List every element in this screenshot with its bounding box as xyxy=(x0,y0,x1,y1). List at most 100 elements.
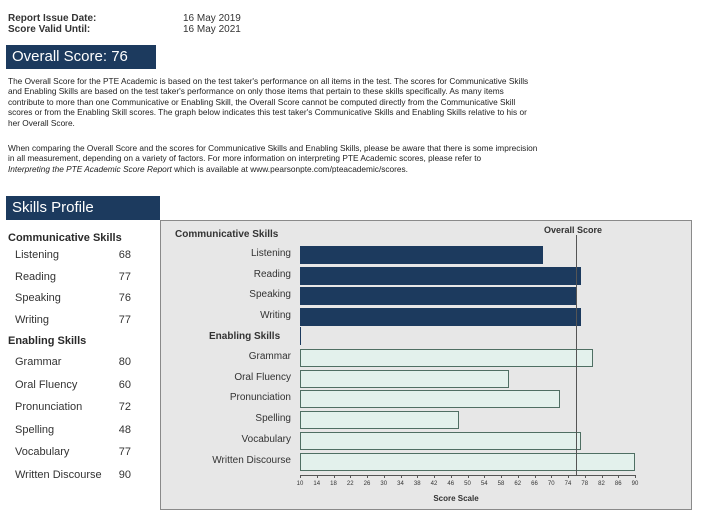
axis-tick-label: 82 xyxy=(598,481,605,487)
communicative-bar xyxy=(300,287,577,306)
enabling-bar xyxy=(300,431,581,450)
axis-tick-mark xyxy=(484,475,486,478)
overall-score-marker-label: Overall Score xyxy=(544,225,603,235)
communicative-bar-label: Writing xyxy=(260,310,291,322)
axis-tick-mark xyxy=(450,475,452,478)
communicative-bar xyxy=(300,266,581,285)
comparison-note-line: Interpreting the PTE Academic Score Repo… xyxy=(8,164,648,174)
chart-communicative-heading: Communicative Skills xyxy=(175,229,279,240)
enabling-bar xyxy=(300,452,635,471)
score-report-guide-url: which is available at www.pearsonpte.com… xyxy=(171,163,408,174)
communicative-skills-heading: Communicative Skills xyxy=(8,232,122,244)
enabling-skills-heading: Enabling Skills xyxy=(8,335,87,347)
enabling-skills-divider xyxy=(300,327,301,345)
axis-tick-label: 42 xyxy=(430,481,438,487)
enabling-bar xyxy=(300,349,594,367)
axis-tick-label: 30 xyxy=(380,481,388,487)
enabling-skill-score: 80 xyxy=(118,356,131,368)
enabling-skill-score: 48 xyxy=(118,423,131,436)
enabling-skill-name: Written Discourse xyxy=(15,468,102,481)
axis-tick-label: 54 xyxy=(480,481,488,487)
axis-tick-mark xyxy=(635,475,636,478)
communicative-bar-label: Listening xyxy=(250,248,291,259)
enabling-bar xyxy=(300,390,560,409)
axis-tick-label: 46 xyxy=(447,481,455,487)
axis-tick-mark xyxy=(400,475,402,478)
enabling-skill-score: 90 xyxy=(118,468,131,481)
axis-tick-mark xyxy=(568,475,569,478)
issue-date-label: Report Issue Date: xyxy=(8,13,97,24)
comparison-note-line: When comparing the Overall Score and the… xyxy=(8,143,538,153)
axis-tick-label: 74 xyxy=(564,481,572,487)
chart-enabling-heading: Enabling Skills xyxy=(209,331,281,342)
axis-tick-mark xyxy=(350,475,352,478)
enabling-skill-score: 72 xyxy=(118,401,131,413)
axis-tick-mark xyxy=(333,475,335,478)
axis-tick-label: 62 xyxy=(514,481,522,487)
axis-tick-label: 10 xyxy=(296,481,304,487)
communicative-bar xyxy=(300,246,543,264)
axis-tick-mark xyxy=(601,475,603,478)
axis-tick-mark xyxy=(551,475,553,478)
axis-tick-label: 86 xyxy=(614,481,622,487)
valid-until-value: 16 May 2021 xyxy=(183,24,241,35)
axis-tick-label: 90 xyxy=(631,481,639,487)
comparison-note: When comparing the Overall Score and the… xyxy=(8,143,648,174)
communicative-bar xyxy=(300,308,581,327)
communicative-skill-name: Reading xyxy=(15,270,56,283)
communicative-bar-label: Reading xyxy=(253,268,291,280)
axis-tick-label: 18 xyxy=(330,481,337,487)
axis-tick-label: 70 xyxy=(547,481,555,487)
communicative-skill-name: Listening xyxy=(15,249,60,261)
axis-tick-mark xyxy=(417,475,419,478)
axis-tick-label: 50 xyxy=(464,481,471,487)
overall-score-banner: Overall Score: 76 xyxy=(6,45,156,69)
enabling-bar-label: Pronunciation xyxy=(229,392,291,404)
communicative-skill-score: 68 xyxy=(118,249,131,261)
axis-tick-mark xyxy=(618,475,620,478)
communicative-skill-name: Speaking xyxy=(15,292,61,304)
enabling-bar-label: Grammar xyxy=(248,351,291,362)
enabling-bar xyxy=(300,369,510,388)
axis-tick-label: 38 xyxy=(413,481,421,487)
overall-description-line: scores or from the Enabling Skill scores… xyxy=(8,107,527,118)
overall-description-line: The Overall Score for the PTE Academic i… xyxy=(8,76,529,86)
enabling-skill-score: 77 xyxy=(118,446,131,458)
overall-description-line: her Overall Score. xyxy=(8,117,75,128)
axis-tick-mark xyxy=(467,475,469,478)
axis-tick-label: 58 xyxy=(497,481,505,487)
overall-description-line: contribute to more than one Communicativ… xyxy=(8,96,516,107)
score-report-guide-title: Interpreting the PTE Academic Score Repo… xyxy=(8,163,172,174)
overall-description-line: and Enabling Skills are based on the tes… xyxy=(8,86,504,97)
axis-tick-label: 26 xyxy=(363,481,371,487)
axis-tick-mark xyxy=(316,475,318,478)
enabling-skill-name: Vocabulary xyxy=(15,446,70,458)
enabling-skill-score: 60 xyxy=(118,378,131,391)
axis-tick-label: 34 xyxy=(397,481,404,487)
enabling-skill-name: Pronunciation xyxy=(15,401,83,413)
overall-score-line xyxy=(576,235,578,475)
enabling-bar-label: Vocabulary xyxy=(241,433,291,445)
axis-tick-label: 22 xyxy=(346,481,354,487)
valid-until-label: Score Valid Until: xyxy=(8,24,91,35)
axis-tick-mark xyxy=(534,475,536,478)
score-scale-label: Score Scale xyxy=(433,494,479,503)
enabling-bar xyxy=(300,411,460,430)
communicative-skill-score: 77 xyxy=(118,313,131,326)
axis-tick-mark xyxy=(300,475,301,478)
enabling-bar-label: Written Discourse xyxy=(212,454,291,466)
axis-tick-mark xyxy=(383,475,385,478)
comparison-note-line: in all measurement, depending on a varie… xyxy=(8,153,482,164)
axis-tick-mark xyxy=(501,475,502,478)
overall-description: The Overall Score for the PTE Academic i… xyxy=(8,76,648,128)
axis-tick-mark xyxy=(584,475,586,478)
skills-chart: Communicative Skills Enabling Skills Ove… xyxy=(160,220,692,510)
skills-profile-banner: Skills Profile xyxy=(6,196,160,220)
enabling-skill-name: Grammar xyxy=(15,356,62,368)
communicative-skill-name: Writing xyxy=(15,313,50,326)
communicative-skill-score: 76 xyxy=(118,292,131,304)
enabling-skill-name: Oral Fluency xyxy=(15,378,78,391)
axis-tick-label: 66 xyxy=(531,481,538,487)
axis-tick-mark xyxy=(517,475,519,478)
enabling-bar-label: Oral Fluency xyxy=(234,371,291,383)
